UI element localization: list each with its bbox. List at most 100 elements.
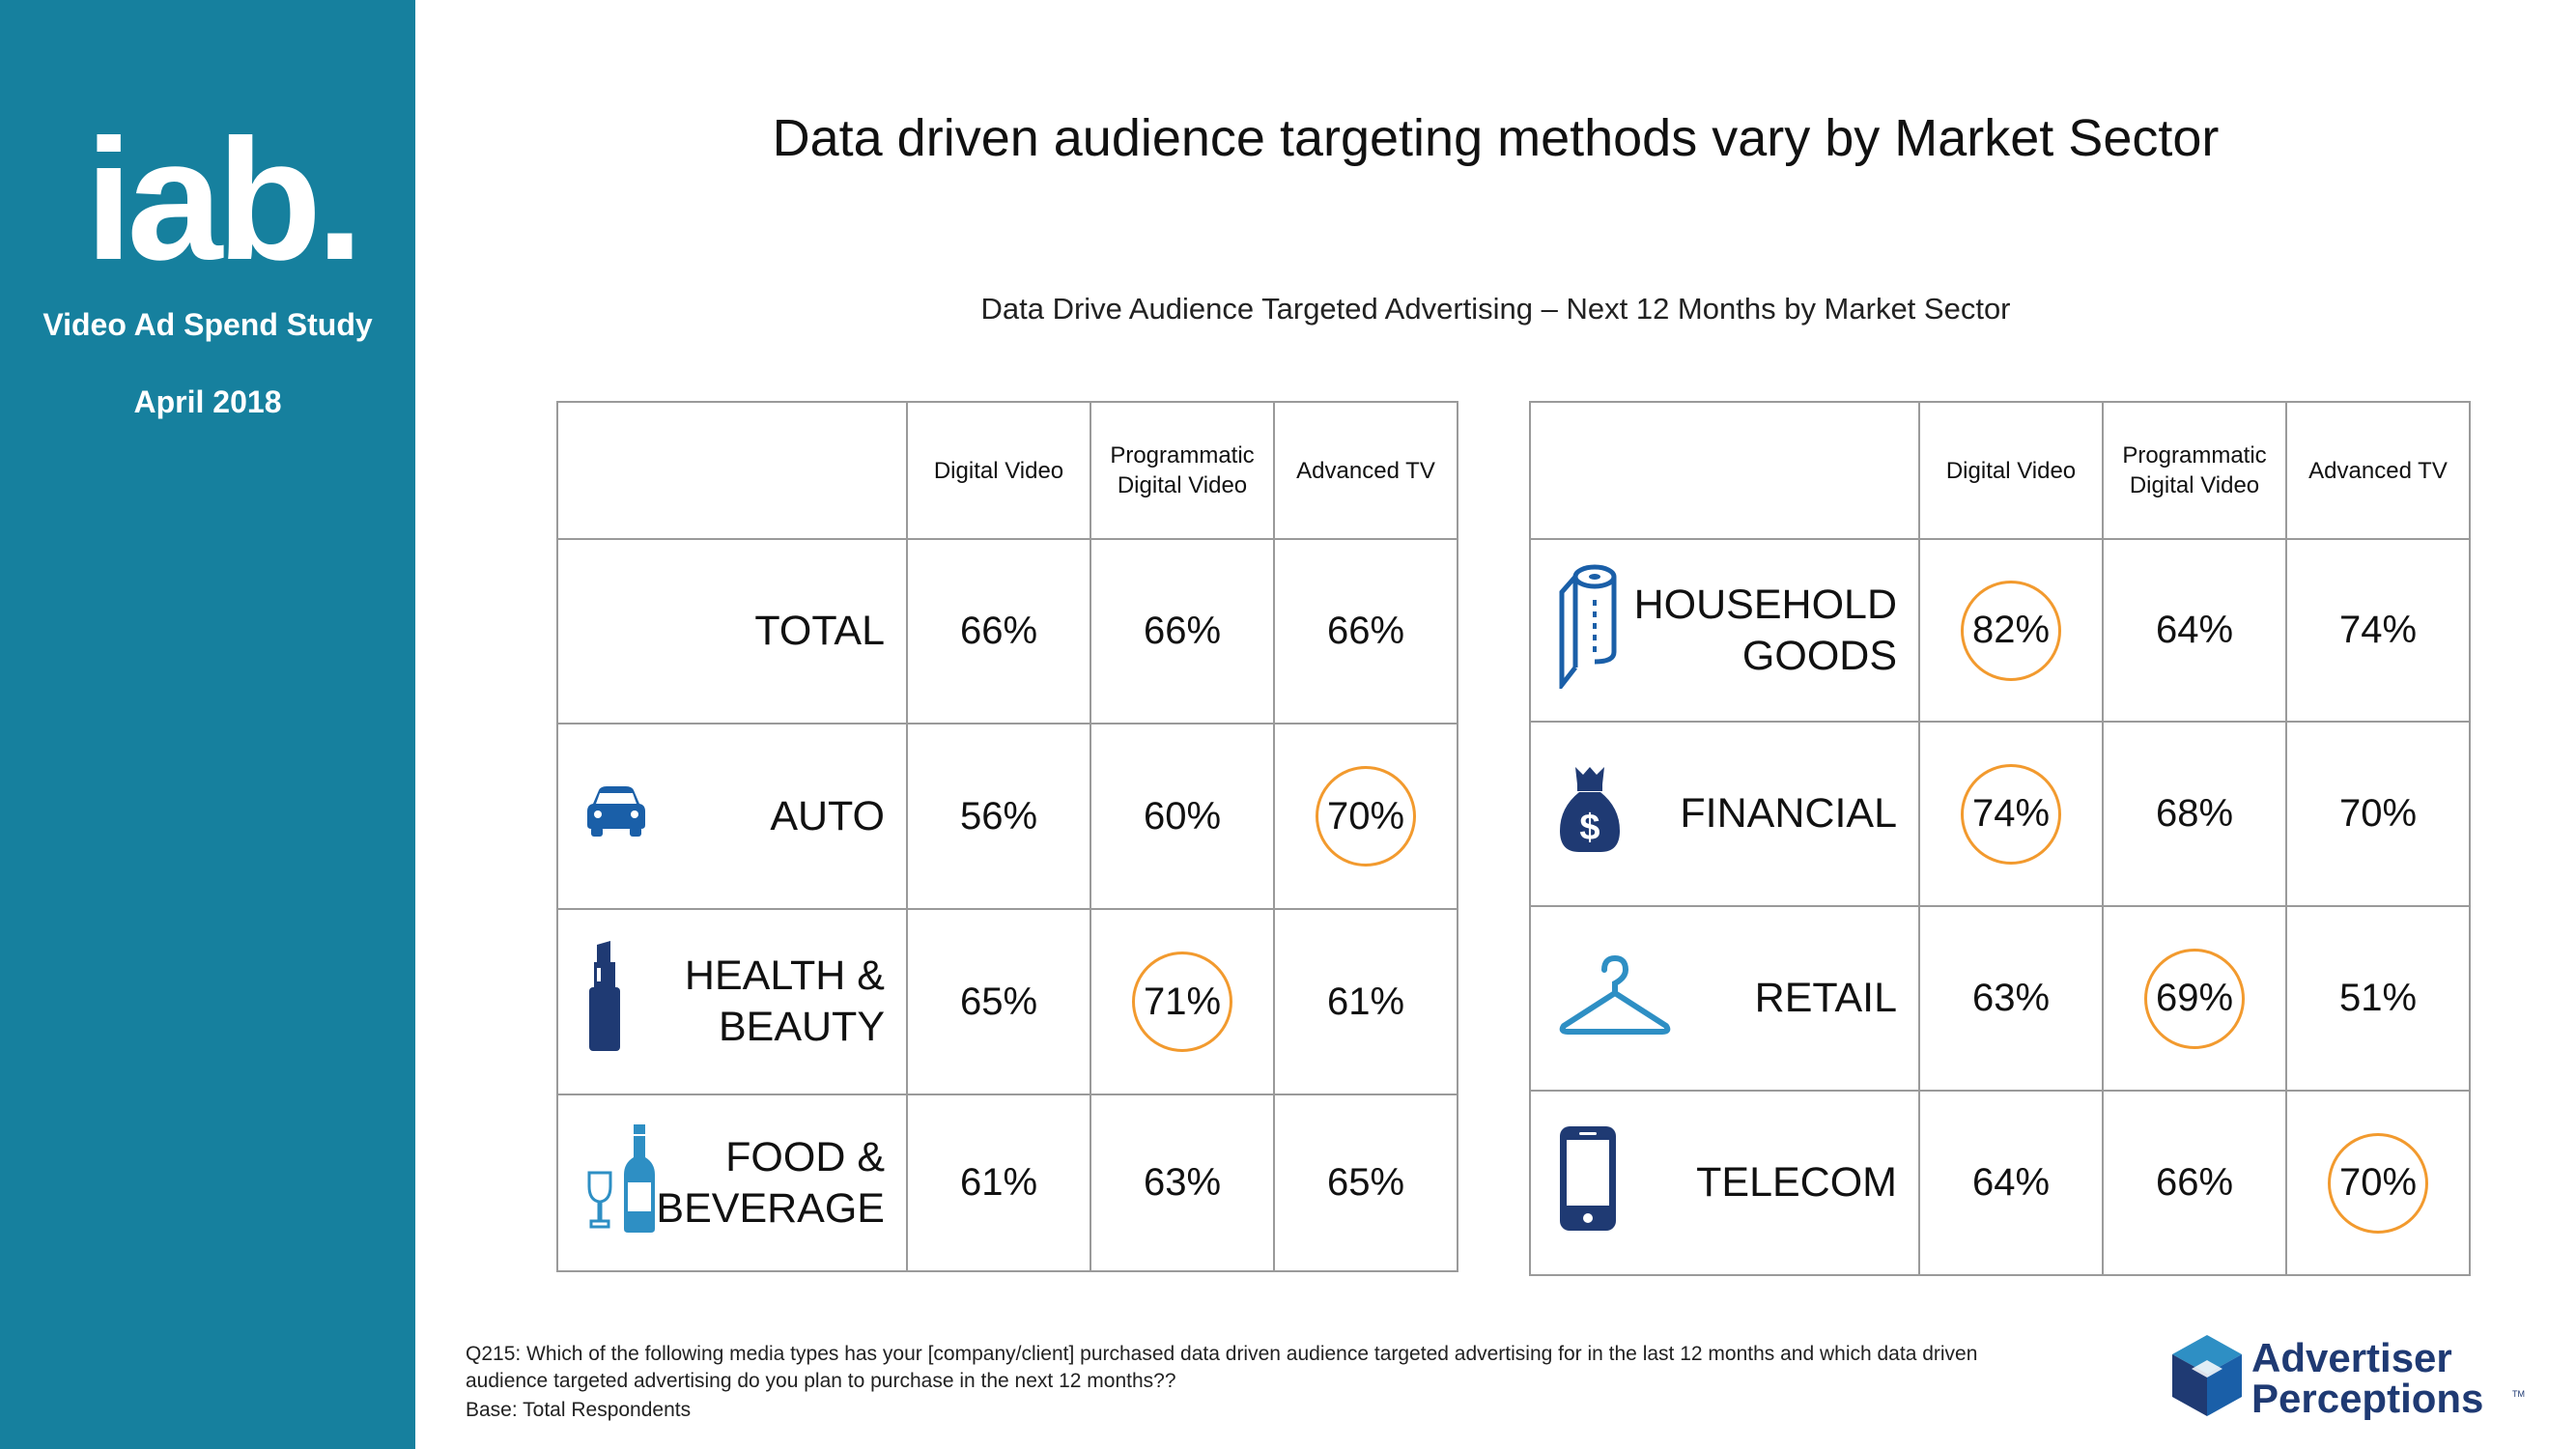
value-cell: 64% [2102,538,2287,723]
table-row: $ FINANCIAL 74% 68% 70% [1529,721,2471,907]
data-value: 66% [1143,610,1222,652]
advertiser-perceptions-logo: Advertiser Perceptions TM [2172,1335,2525,1420]
header-sector-cell [1529,401,1920,540]
sector-label: FINANCIAL [1680,790,1897,837]
column-header: Advanced TV [1273,401,1458,540]
sector-table-left: Digital Video Programmatic Digital Video A… [556,401,1458,1272]
base-note: Base: Total Respondents [466,1399,692,1421]
value-cell: 71% [1090,908,1275,1095]
value-cell: 66% [1090,538,1275,724]
value-cell: 63% [1918,905,2104,1092]
hanger-icon [1558,951,1672,1047]
value-cell: 70% [2285,721,2471,907]
value-cell: 64% [1918,1090,2104,1276]
sector-cell: AUTO [556,723,908,910]
table-row: FOOD & BEVERAGE 61% 63% 65% [556,1094,1458,1272]
value-cell: 68% [2102,721,2287,907]
data-value: 70% [2338,792,2418,835]
study-name: Video Ad Spend Study [42,307,373,342]
sidebar: iab. Video Ad Spend Study April 2018 [0,0,415,1449]
column-header: Advanced TV [2285,401,2471,540]
money-bag-icon: $ [1558,765,1622,864]
svg-text:$: $ [1579,808,1599,848]
sector-label: TOTAL [754,608,885,654]
data-value: 64% [1971,1161,2051,1204]
data-value: 74% [2338,609,2418,651]
sector-label: AUTO [770,792,885,839]
sector-cell: RETAIL [1529,905,1920,1092]
sector-cell: FOOD & BEVERAGE [556,1094,908,1272]
data-value: 60% [1143,794,1222,838]
header-sector-cell [556,401,908,540]
iab-logo: iab. [85,116,364,270]
phone-icon [1558,1124,1618,1242]
value-cell: 82% [1918,538,2104,723]
sector-cell: TOTAL [556,538,908,724]
table-row: AUTO 56% 60% 70% [556,723,1458,910]
chart-subtitle: Data Drive Audience Targeted Advertising… [980,292,2011,326]
highlighted-value: 70% [2328,1132,2428,1234]
table-row: RETAIL 63% 69% 51% [1529,905,2471,1092]
value-cell: 61% [906,1094,1091,1272]
data-value: 65% [1326,1161,1405,1204]
svg-text:Advertiser: Advertiser [2251,1335,2452,1380]
sector-label: HEALTH & BEAUTY [684,952,885,1050]
value-cell: 65% [906,908,1091,1095]
sector-label: RETAIL [1754,975,1897,1021]
wine-bottle-icon [585,1122,661,1244]
study-date: April 2018 [133,384,282,419]
highlighted-value: 71% [1132,952,1232,1052]
value-cell: 74% [1918,721,2104,907]
data-value: 64% [2155,609,2234,651]
value-cell: 70% [1273,723,1458,910]
svg-text:Perceptions: Perceptions [2251,1376,2483,1420]
value-cell: 66% [2102,1090,2287,1276]
data-value: 68% [2155,792,2234,835]
table-row: HOUSEHOLD GOODS 82% 64% 74% [1529,538,2471,723]
lipstick-icon [585,941,624,1063]
data-value: 63% [1971,977,2051,1019]
value-cell: 69% [2102,905,2287,1092]
highlighted-value: 82% [1961,580,2061,681]
header-row: Digital Video Programmatic Digital Video A… [1529,401,2471,540]
column-header: Programmatic Digital Video [2102,401,2287,540]
survey-question-footnote: Q215: Which of the following media types… [466,1343,1978,1392]
column-header: Programmatic Digital Video [1090,401,1275,540]
svg-text:TM: TM [2512,1389,2525,1399]
value-cell: 66% [1273,538,1458,724]
table-row: HEALTH & BEAUTY 65% 71% 61% [556,908,1458,1095]
sector-cell: $ FINANCIAL [1529,721,1920,907]
paper-towel-icon [1558,563,1618,698]
highlighted-value: 70% [1316,766,1416,867]
sector-table-right: Digital Video Programmatic Digital Video A… [1529,401,2471,1276]
value-cell: 70% [2285,1090,2471,1276]
value-cell: 74% [2285,538,2471,723]
highlighted-value: 74% [1961,763,2061,865]
data-value: 51% [2338,977,2418,1019]
value-cell: 60% [1090,723,1275,910]
cube-icon [2172,1335,2242,1416]
data-value: 66% [1326,610,1405,652]
sector-cell: TELECOM [1529,1090,1920,1276]
value-cell: 51% [2285,905,2471,1092]
table-row: TELECOM 64% 66% 70% [1529,1090,2471,1276]
value-cell: 56% [906,723,1091,910]
data-value: 65% [959,980,1038,1023]
sector-cell: HOUSEHOLD GOODS [1529,538,1920,723]
sector-label: TELECOM [1696,1159,1897,1206]
data-value: 66% [2155,1161,2234,1204]
sector-label: FOOD & BEVERAGE [656,1133,885,1232]
data-value: 66% [959,610,1038,652]
sector-cell: HEALTH & BEAUTY [556,908,908,1095]
page-title: Data driven audience targeting methods v… [772,109,2220,167]
table-row: TOTAL 66% 66% 66% [556,538,1458,724]
column-header: Digital Video [906,401,1091,540]
highlighted-value: 69% [2144,948,2245,1049]
value-cell: 61% [1273,908,1458,1095]
column-header: Digital Video [1918,401,2104,540]
car-icon [585,784,647,848]
value-cell: 63% [1090,1094,1275,1272]
data-value: 61% [959,1161,1038,1204]
data-value: 56% [959,794,1038,838]
value-cell: 66% [906,538,1091,724]
